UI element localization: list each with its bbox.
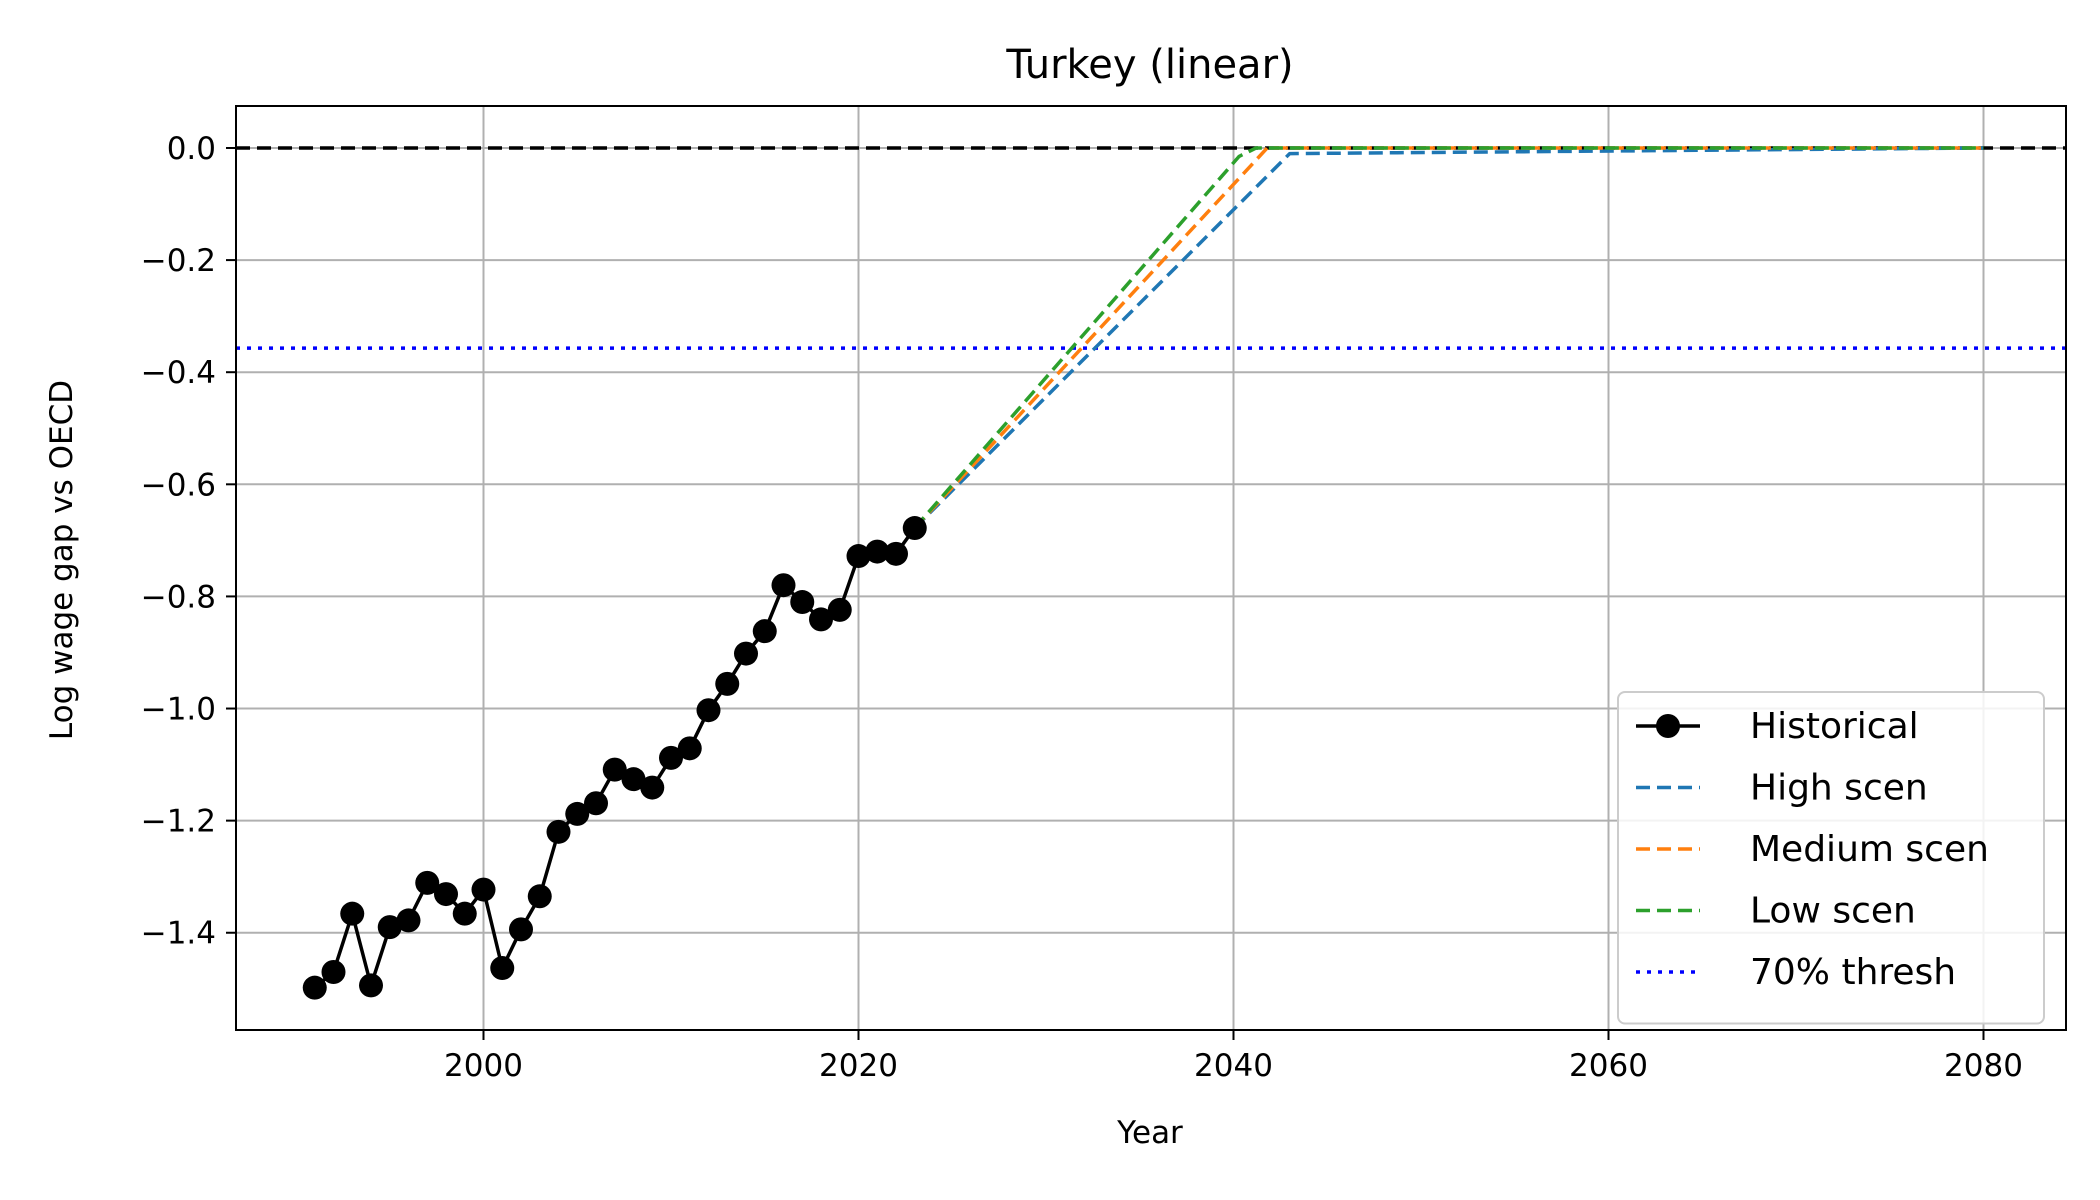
- plot-frame: [235, 105, 2067, 1031]
- data-point-historical: [771, 573, 796, 598]
- data-point-historical: [734, 641, 758, 666]
- ticks: 2000 2020 2040 2060 2080 0.0 −0.2 −0.4 −0.6 −0.8 −…: [141, 131, 2023, 1084]
- data-point-historical: [809, 607, 833, 632]
- data-point-historical: [302, 975, 327, 1000]
- data-point-historical: [827, 597, 852, 622]
- data-point-historical: [490, 956, 515, 981]
- legend-box: [1617, 691, 2045, 1025]
- data-point-historical: [359, 973, 383, 998]
- data-point-historical: [884, 541, 908, 566]
- data-point-historical: [677, 736, 702, 761]
- series-layer: [302, 146, 1984, 1000]
- y-tick-label: −1.4: [141, 916, 216, 952]
- data-point-historical: [902, 516, 927, 541]
- data-point-historical: [377, 915, 402, 940]
- y-tick-label: −0.8: [141, 579, 216, 615]
- data-point-historical: [471, 877, 496, 902]
- data-point-historical: [546, 819, 571, 844]
- x-axis-title: Year: [1116, 1115, 1183, 1151]
- y-tick-label: −1.0: [141, 692, 216, 728]
- y-tick-label: −0.6: [141, 467, 216, 503]
- y-tick-label: −0.2: [141, 243, 216, 279]
- series-line-high-scen: [913, 146, 1984, 530]
- y-axis-title: Log wage gap vs OECD: [44, 380, 80, 740]
- y-tick-label: −0.4: [141, 355, 216, 391]
- data-point-historical: [865, 539, 890, 564]
- data-point-historical: [640, 775, 665, 800]
- data-point-historical: [602, 757, 627, 782]
- x-tick-label: 2060: [1569, 1048, 1648, 1084]
- data-point-historical: [790, 590, 815, 615]
- data-point-historical: [340, 901, 365, 926]
- chart-title: Turkey (linear): [1005, 42, 1293, 88]
- legend-label-high-scen: High scen: [1750, 768, 1928, 809]
- data-point-historical: [396, 908, 421, 933]
- x-tick-label: 2000: [444, 1048, 523, 1084]
- x-tick-label: 2040: [1194, 1048, 1273, 1084]
- data-point-historical: [434, 882, 458, 907]
- legend-label-medium-scen: Medium scen: [1750, 829, 1989, 870]
- legend-label-70-thresh: 70% thresh: [1750, 952, 1956, 993]
- data-point-historical: [415, 870, 440, 895]
- data-point-historical: [846, 544, 871, 569]
- data-point-historical: [621, 767, 646, 792]
- y-tick-label: −1.2: [141, 804, 216, 840]
- x-tick-label: 2080: [1944, 1048, 2023, 1084]
- y-tick-label: 0.0: [167, 131, 216, 167]
- legend: Historical High scen Medium scen Low scen 70…: [1617, 691, 2045, 1025]
- legend-label-low-scen: Low scen: [1750, 891, 1916, 932]
- data-point-historical: [752, 619, 777, 644]
- data-point-historical: [696, 698, 721, 723]
- x-tick-label: 2020: [819, 1048, 898, 1084]
- data-point-historical: [321, 959, 346, 984]
- legend-label-historical: Historical: [1750, 706, 1919, 747]
- data-point-historical: [659, 745, 683, 770]
- legend-marker-historical: [1656, 714, 1680, 738]
- data-point-historical: [715, 671, 740, 696]
- data-point-historical: [452, 901, 477, 926]
- data-point-historical: [584, 791, 608, 816]
- data-point-historical: [565, 801, 590, 826]
- data-point-historical: [527, 884, 552, 909]
- data-point-historical: [509, 917, 533, 942]
